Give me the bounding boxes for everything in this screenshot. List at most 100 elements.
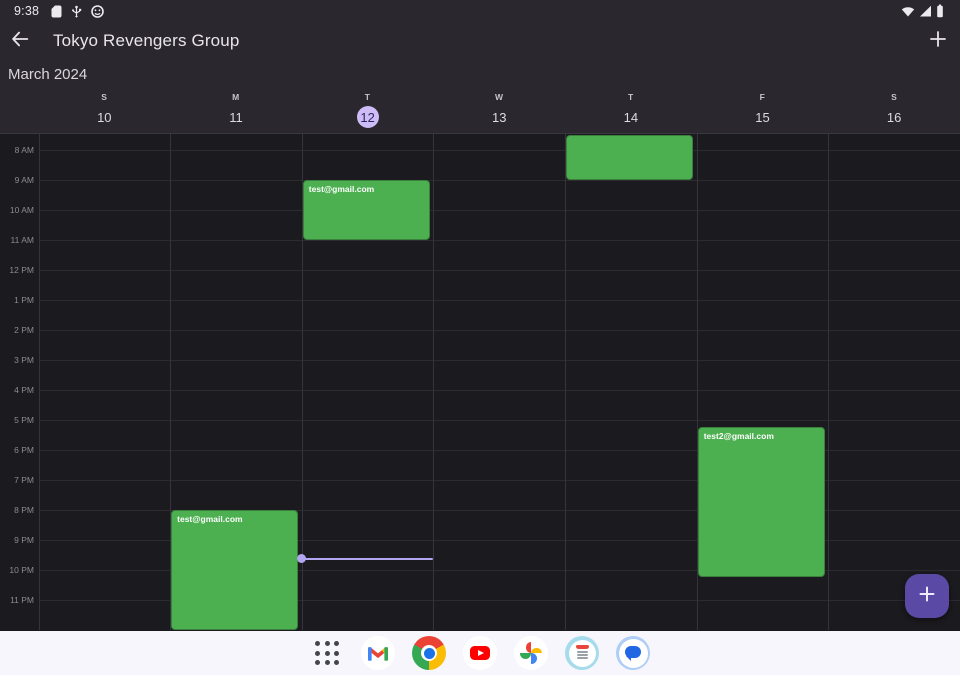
- gmail-icon[interactable]: [361, 636, 395, 670]
- hour-gridline: [38, 329, 960, 331]
- signal-icon: [919, 5, 932, 17]
- youtube-play-triangle: [477, 650, 484, 656]
- hour-label: 8 PM: [14, 504, 34, 515]
- back-arrow-icon: [9, 28, 31, 55]
- hour-label: 9 AM: [14, 174, 34, 185]
- event-title: test@gmail.com: [177, 513, 243, 524]
- create-event-fab[interactable]: [905, 574, 949, 618]
- back-button[interactable]: [0, 22, 40, 60]
- hour-label: 11 PM: [10, 594, 34, 605]
- status-clock: 9:38: [14, 4, 40, 18]
- app-bar: Tokyo Revengers Group: [0, 22, 960, 60]
- header: 9:38: [0, 0, 960, 134]
- hour-gridline: [38, 149, 960, 151]
- calendar-event[interactable]: [566, 134, 694, 180]
- day-number[interactable]: 14: [623, 109, 639, 125]
- hour-label: 7 PM: [14, 474, 34, 485]
- day-header-12[interactable]: T 12: [302, 92, 434, 128]
- app-grid-icon[interactable]: [310, 636, 344, 670]
- day-header-13[interactable]: W 13: [433, 92, 565, 128]
- usb-icon: [71, 5, 82, 18]
- day-column-gridline: [696, 134, 698, 630]
- hour-label: 3 PM: [14, 354, 34, 365]
- hour-gridline: [38, 389, 960, 391]
- hour-label: 6 PM: [14, 444, 34, 455]
- calendar-event[interactable]: test@gmail.com: [302, 179, 430, 240]
- current-time-line: [301, 557, 434, 560]
- hour-label: 1 PM: [14, 294, 34, 305]
- day-number[interactable]: 10: [97, 109, 112, 125]
- day-number[interactable]: 11: [229, 109, 243, 125]
- plus-icon: [929, 30, 947, 53]
- hour-gridline: [38, 449, 960, 451]
- hour-label: 8 AM: [14, 144, 34, 155]
- status-bar: 9:38: [0, 0, 960, 22]
- status-left-icons: [51, 4, 104, 18]
- day-letter: F: [759, 92, 766, 102]
- week-grid[interactable]: 8 AM 9 AM 10 AM 11 AM 12 PM 1 PM 2 PM 3 PM 4 PM 5…: [0, 134, 960, 630]
- wifi-icon: [901, 5, 915, 17]
- calendar-event[interactable]: test@gmail.com: [171, 509, 299, 630]
- day-letter: T: [364, 92, 371, 102]
- messages-icon[interactable]: [616, 636, 650, 670]
- day-number[interactable]: 16: [886, 109, 902, 125]
- hour-label: 12 PM: [9, 264, 34, 275]
- day-column-gridline: [301, 134, 303, 630]
- face-icon: [91, 4, 104, 18]
- day-letter: S: [101, 92, 108, 102]
- photos-icon[interactable]: [514, 636, 548, 670]
- day-letter: S: [891, 92, 898, 102]
- page-title: Tokyo Revengers Group: [53, 31, 240, 50]
- day-column-gridline: [170, 134, 172, 630]
- hour-label: 4 PM: [14, 384, 34, 395]
- event-title: test2@gmail.com: [703, 431, 774, 441]
- plus-icon: [918, 585, 936, 608]
- day-column-gridline: [565, 134, 567, 630]
- day-column-gridline: [433, 134, 435, 630]
- day-header-11[interactable]: M 11: [170, 92, 302, 128]
- hour-label: 11 AM: [10, 234, 34, 245]
- day-letter: W: [494, 92, 504, 102]
- gmail-m-glyph: [368, 646, 388, 661]
- hour-label: 2 PM: [14, 324, 34, 335]
- hour-gridline: [38, 299, 960, 301]
- event-title: test@gmail.com: [308, 183, 375, 194]
- hour-gridline: [38, 569, 960, 571]
- hour-label: 10 AM: [9, 204, 34, 215]
- day-header-15[interactable]: F 15: [697, 92, 829, 128]
- hour-gridline: [38, 599, 960, 601]
- day-number-today[interactable]: 12: [356, 106, 379, 128]
- day-header-14[interactable]: T 14: [565, 92, 697, 128]
- hour-label: 10 PM: [9, 564, 34, 575]
- day-letter: M: [232, 92, 240, 102]
- calendar-event[interactable]: test2@gmail.com: [697, 427, 825, 577]
- hour-gridline: [38, 359, 960, 361]
- day-number[interactable]: 13: [492, 109, 507, 125]
- day-number[interactable]: 15: [755, 109, 770, 125]
- hour-gridline: [38, 209, 960, 211]
- hour-gridline: [38, 239, 960, 241]
- app-grid-dots: [315, 641, 339, 665]
- taskbar: [0, 631, 960, 675]
- hour-label: 9 PM: [14, 534, 34, 545]
- day-column-gridline: [828, 134, 830, 630]
- day-letter: T: [628, 92, 634, 102]
- hour-gridline: [38, 539, 960, 541]
- current-time-dot: [297, 554, 307, 563]
- youtube-icon[interactable]: [463, 636, 497, 670]
- day-header-16[interactable]: S 16: [828, 92, 960, 128]
- add-event-button[interactable]: [916, 22, 960, 60]
- hour-gridline: [38, 479, 960, 481]
- hour-label: 5 PM: [14, 414, 34, 425]
- day-column-gridline: [38, 134, 40, 630]
- hour-gridline: [38, 269, 960, 271]
- chrome-icon[interactable]: [412, 636, 446, 670]
- hour-gridline: [38, 419, 960, 421]
- month-label: March 2024: [8, 66, 88, 83]
- note-icon: [51, 5, 62, 18]
- status-right-icons: [901, 4, 944, 18]
- day-header-10[interactable]: S 10: [39, 92, 171, 128]
- hour-gridline: [38, 509, 960, 511]
- storefront-icon[interactable]: [565, 636, 599, 670]
